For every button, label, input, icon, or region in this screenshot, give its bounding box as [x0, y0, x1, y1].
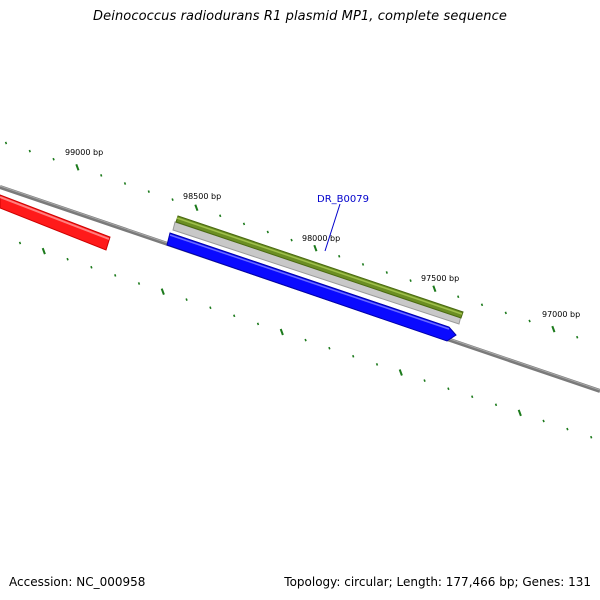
lower-minor-tick [566, 427, 569, 431]
lower-major-tick [398, 369, 403, 376]
lower-minor-tick [471, 395, 474, 399]
upper-minor-tick [409, 279, 412, 282]
position-label-97000: 97000 bp [542, 310, 580, 319]
lower-minor-tick [90, 265, 93, 269]
lower-minor-tick [185, 298, 188, 301]
upper-major-tick [551, 325, 556, 333]
upper-minor-tick [219, 214, 222, 218]
upper-minor-tick [242, 222, 246, 226]
upper-minor-tick [504, 311, 507, 315]
lower-minor-tick [209, 306, 212, 310]
lower-minor-tick [18, 241, 22, 245]
gene-label-leader [324, 203, 341, 252]
upper-minor-tick [4, 141, 8, 145]
lower-minor-tick [256, 322, 260, 326]
lower-major-tick [279, 328, 284, 336]
upper-minor-tick [338, 254, 341, 258]
upper-minor-tick [385, 271, 388, 274]
upper-minor-tick [457, 295, 460, 299]
upper-minor-tick [171, 198, 174, 201]
upper-minor-tick [361, 263, 365, 266]
upper-major-tick [75, 163, 80, 171]
upper-major-tick [194, 204, 199, 212]
lower-minor-tick [375, 363, 379, 366]
lower-major-tick [517, 409, 522, 417]
position-label-99000: 99000 bp [65, 148, 103, 157]
upper-major-tick [432, 285, 437, 293]
lower-minor-tick [233, 314, 236, 318]
lower-tick-row [18, 241, 593, 439]
upper-minor-tick [266, 230, 269, 234]
gene-label-dr-b0079[interactable]: DR_B0079 [317, 194, 369, 205]
position-label-97500: 97500 bp [421, 274, 459, 283]
summary-text: Topology: circular; Length: 177,466 bp; … [284, 575, 591, 589]
lower-minor-tick [447, 387, 450, 391]
lower-major-tick [41, 247, 46, 255]
gene-green-highlight [176, 217, 463, 315]
upper-minor-tick [28, 149, 31, 153]
upper-major-tick [313, 244, 318, 252]
position-label-98500: 98500 bp [183, 192, 221, 201]
lower-minor-tick [328, 346, 331, 350]
upper-minor-tick [100, 174, 103, 177]
lower-major-tick [160, 288, 165, 295]
upper-minor-tick [147, 190, 150, 193]
upper-minor-tick [480, 303, 484, 307]
lower-minor-tick [114, 274, 117, 277]
lower-minor-tick [137, 282, 141, 285]
gene-green[interactable] [175, 215, 464, 319]
gene-blue[interactable] [166, 232, 457, 342]
upper-tick-row [4, 141, 579, 339]
lower-minor-tick [590, 435, 593, 439]
position-label-98000: 98000 bp [302, 234, 340, 243]
lower-minor-tick [66, 257, 69, 261]
lower-minor-tick [423, 379, 426, 382]
upper-minor-tick [528, 319, 531, 323]
gene-blue-highlight [169, 234, 450, 330]
gene-red[interactable] [0, 194, 111, 251]
gene-red-highlight [0, 196, 110, 240]
upper-minor-tick [290, 238, 293, 242]
upper-minor-tick [123, 182, 127, 185]
lower-minor-tick [304, 338, 307, 342]
lower-minor-tick [494, 403, 498, 407]
upper-minor-tick [52, 157, 55, 161]
accession-text: Accession: NC_000958 [9, 575, 146, 589]
upper-minor-tick [576, 335, 579, 339]
lower-minor-tick [352, 354, 355, 358]
lower-minor-tick [542, 419, 545, 423]
map-title: Deinococcus radiodurans R1 plasmid MP1, … [93, 9, 507, 24]
